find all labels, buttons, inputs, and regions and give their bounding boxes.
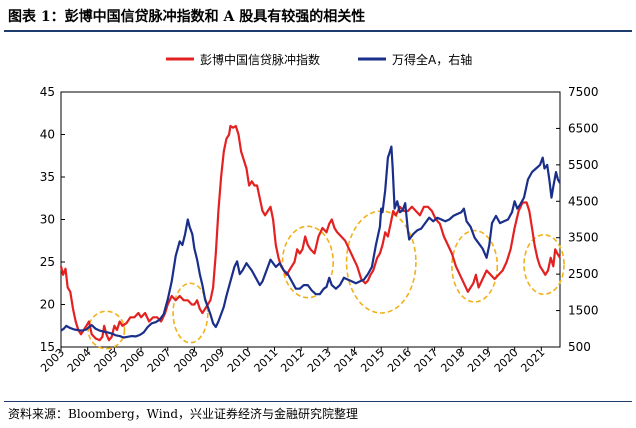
right-axis-tick-label: 7500 bbox=[568, 85, 599, 99]
x-axis-tick-label: 2016 bbox=[385, 346, 414, 375]
x-axis-tick-label: 2019 bbox=[465, 346, 494, 375]
x-axis-tick-label: 2004 bbox=[65, 346, 94, 375]
left-axis-tick-label: 30 bbox=[40, 213, 55, 227]
series-lines bbox=[59, 124, 561, 342]
x-axis-tick-label: 2010 bbox=[225, 346, 254, 375]
legend-label-wind-a: 万得全A，右轴 bbox=[392, 52, 472, 67]
left-axis-tick-label: 20 bbox=[40, 298, 55, 312]
x-axis-tick-label: 2021 bbox=[518, 346, 547, 375]
x-axis-tick-label: 2018 bbox=[438, 346, 467, 375]
left-axis-tick-label: 15 bbox=[40, 340, 55, 354]
right-axis-tick-label: 6500 bbox=[568, 121, 599, 135]
x-axis-tick-label: 2011 bbox=[252, 346, 281, 375]
legend-label-credit-impulse: 彭博中国信贷脉冲指数 bbox=[200, 52, 320, 67]
x-axis-tick-label: 2012 bbox=[278, 346, 307, 375]
highlight-ellipse bbox=[281, 225, 334, 299]
right-axis-tick-label: 1500 bbox=[568, 304, 599, 318]
left-axis-tick-label: 25 bbox=[40, 255, 55, 269]
x-axis-tick-label: 2009 bbox=[198, 346, 227, 375]
chart-legend: 彭博中国信贷脉冲指数 万得全A，右轴 bbox=[166, 52, 472, 67]
highlight-ellipse bbox=[345, 210, 417, 314]
title-divider bbox=[4, 30, 632, 32]
right-axis-tick-label: 5500 bbox=[568, 158, 599, 172]
wind-a-index-line bbox=[60, 145, 561, 339]
chart: 彭博中国信贷脉冲指数 万得全A，右轴 15 20 25 30 35 40 45 500 1500… bbox=[38, 52, 599, 375]
x-axis-tick-label: 2008 bbox=[172, 346, 201, 375]
right-axis-tick-label: 500 bbox=[568, 340, 591, 354]
x-axis-tick-label: 2020 bbox=[492, 346, 521, 375]
x-axis-tick-label: 2017 bbox=[412, 346, 441, 375]
x-axis-tick-label: 2013 bbox=[305, 346, 334, 375]
highlight-ellipse bbox=[451, 229, 499, 303]
plot-frame bbox=[60, 91, 561, 348]
footer-divider bbox=[4, 401, 632, 402]
figure-header: 图表 1：彭博中国信贷脉冲指数和 A 股具有较强的相关性 bbox=[0, 0, 636, 30]
left-axis-tick-label: 45 bbox=[40, 85, 55, 99]
left-axis-tick-label: 40 bbox=[40, 128, 55, 142]
x-axis-tick-label: 2006 bbox=[118, 346, 147, 375]
right-axis-tick-label: 4500 bbox=[568, 194, 599, 208]
x-axis-tick-label: 2015 bbox=[358, 346, 387, 375]
source-note: 资料来源：Bloomberg，Wind，兴业证券经济与金融研究院整理 bbox=[8, 407, 359, 421]
right-axis-tick-label: 2500 bbox=[568, 267, 599, 281]
x-axis-tick-label: 2014 bbox=[332, 346, 361, 375]
left-axis-tick-label: 35 bbox=[40, 170, 55, 184]
figure-title: 图表 1：彭博中国信贷脉冲指数和 A 股具有较强的相关性 bbox=[8, 9, 366, 25]
highlight-ellipse bbox=[172, 282, 209, 344]
x-axis-tick-label: 2007 bbox=[145, 346, 174, 375]
right-axis-tick-label: 3500 bbox=[568, 231, 599, 245]
credit-impulse-line bbox=[59, 124, 561, 342]
highlight-ellipse bbox=[87, 310, 126, 350]
x-axis-tick-label: 2005 bbox=[91, 346, 120, 375]
highlight-ellipse bbox=[523, 234, 565, 296]
